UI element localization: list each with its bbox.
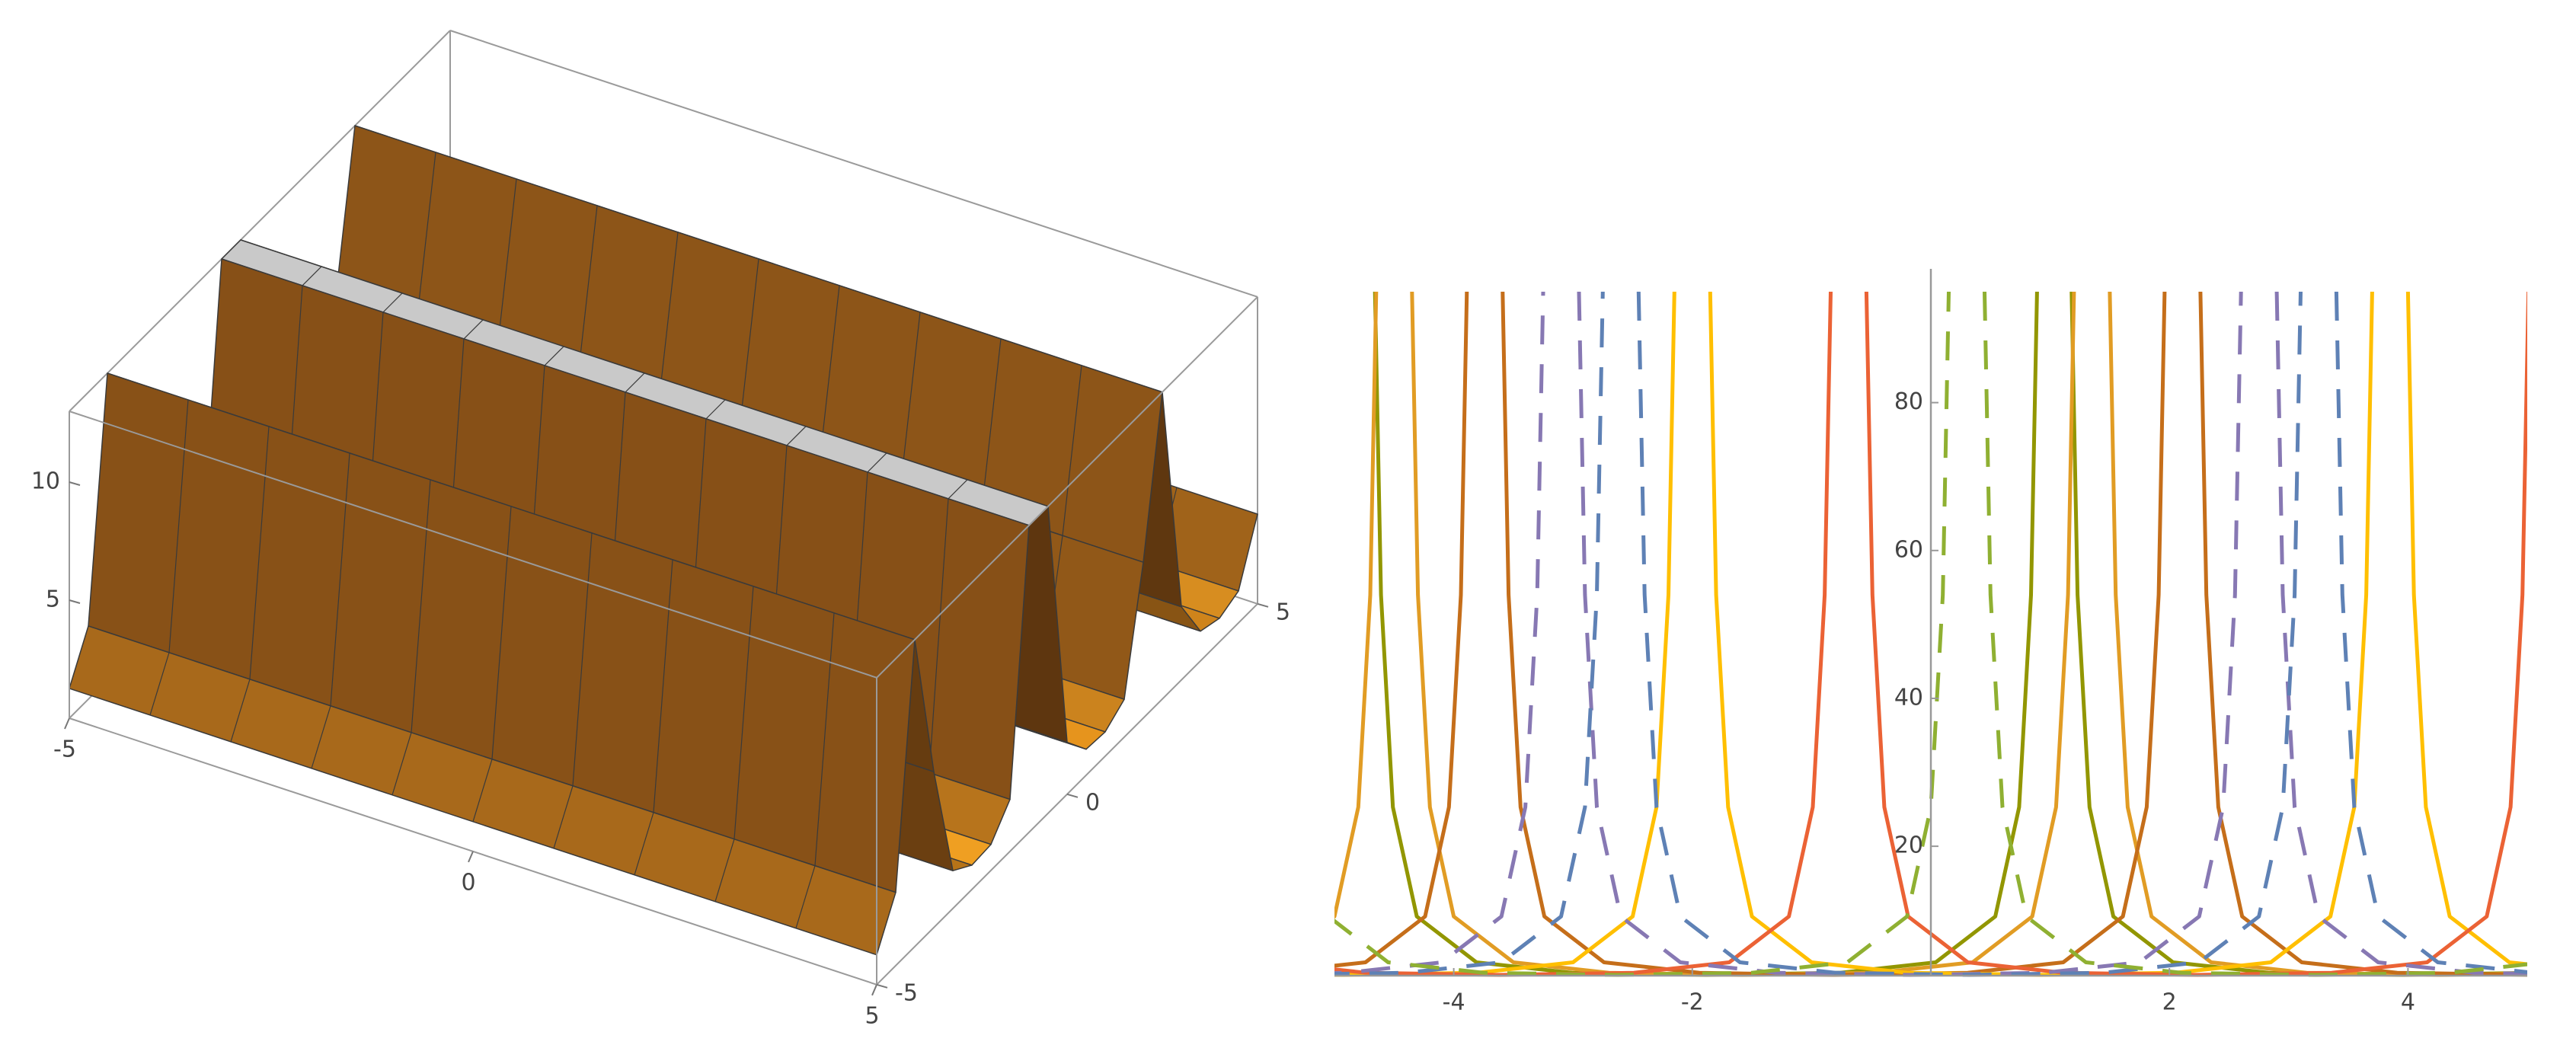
mesh-line xyxy=(625,372,645,393)
mesh-line xyxy=(1062,365,1082,536)
box-edge xyxy=(69,411,877,679)
mesh-line xyxy=(416,152,436,323)
mesh-line xyxy=(948,479,968,500)
y-tick-label: 40 xyxy=(1894,684,1923,711)
mesh-line xyxy=(739,258,759,430)
x-tick-label: 0 xyxy=(461,869,475,896)
mesh-line xyxy=(867,452,887,473)
mesh-line xyxy=(820,285,840,456)
z-tick xyxy=(69,599,81,604)
mesh-line xyxy=(658,232,679,403)
mesh-line xyxy=(544,346,564,366)
x-tick xyxy=(64,717,70,730)
y-tick-label: 5 xyxy=(1276,599,1290,625)
mesh-line xyxy=(814,612,835,866)
mesh-line xyxy=(981,338,1002,510)
box-edge xyxy=(449,30,1258,298)
mesh-line xyxy=(553,785,574,848)
mesh-line xyxy=(900,312,921,483)
x-tick-label: 2 xyxy=(2162,989,2177,1016)
x-tick-label: -2 xyxy=(1681,989,1704,1016)
mesh-line xyxy=(302,266,322,286)
y-tick-label: 80 xyxy=(1894,388,1923,415)
mesh-line xyxy=(411,479,431,733)
plot-area xyxy=(1334,291,2527,977)
mesh-line xyxy=(168,399,189,653)
y-tick xyxy=(1257,602,1269,608)
mesh-line xyxy=(382,292,403,313)
mesh-line xyxy=(497,178,517,350)
mesh-line xyxy=(795,865,816,928)
y-tick-label: -5 xyxy=(895,979,918,1006)
mesh-line xyxy=(572,532,593,786)
mesh-line xyxy=(705,399,726,420)
x-tick-label: -4 xyxy=(1443,989,1465,1016)
y-tick-label: 60 xyxy=(1894,536,1923,563)
mesh-line xyxy=(928,498,949,773)
mesh-line xyxy=(634,812,654,875)
mesh-line xyxy=(230,679,251,743)
mesh-line xyxy=(733,586,754,839)
z-tick-label: 5 xyxy=(46,586,60,613)
x-tick-label: 5 xyxy=(865,1002,879,1029)
mesh-line xyxy=(330,452,350,706)
mesh-line xyxy=(714,839,735,902)
z-tick xyxy=(69,481,81,486)
y-tick-label: 0 xyxy=(1085,789,1100,816)
z-tick-label: 10 xyxy=(31,468,60,495)
series-line xyxy=(1334,291,2527,977)
box-edge xyxy=(876,296,1258,679)
mesh-line xyxy=(249,426,270,679)
mesh-line xyxy=(577,205,598,376)
mesh-line xyxy=(463,319,484,340)
x-tick-label: -5 xyxy=(53,736,76,763)
x-tick xyxy=(871,984,877,996)
mesh-line xyxy=(392,732,412,796)
y-tick xyxy=(876,983,888,989)
mesh-line xyxy=(491,506,512,759)
mesh-line xyxy=(472,759,493,823)
y-tick-label: 20 xyxy=(1894,832,1923,859)
mesh-line xyxy=(653,559,673,813)
x-tick-label: 4 xyxy=(2401,989,2415,1016)
y-tick xyxy=(1066,793,1079,798)
series-line xyxy=(1334,291,2527,977)
mesh-line xyxy=(786,426,807,446)
x-tick xyxy=(468,851,474,863)
mesh-line xyxy=(311,705,331,769)
mesh-line xyxy=(149,652,170,716)
box-edge xyxy=(69,30,451,412)
